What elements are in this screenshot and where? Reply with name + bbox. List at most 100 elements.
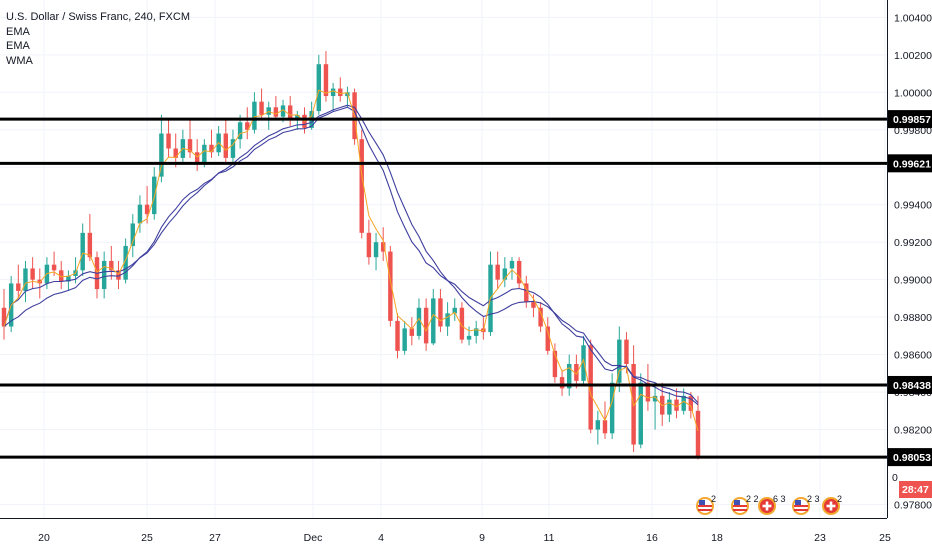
time-tick-label: 27 (209, 532, 221, 544)
countdown-tag (899, 481, 932, 498)
candle-body[interactable] (574, 363, 579, 381)
time-tick-label: 18 (711, 532, 723, 544)
candle-body[interactable] (552, 350, 558, 378)
candle-body[interactable] (287, 105, 293, 121)
candle-body[interactable] (395, 320, 400, 351)
candle-body[interactable] (373, 242, 379, 258)
candle-body[interactable] (1, 307, 7, 327)
candle-body[interactable] (245, 122, 250, 130)
candle-body[interactable] (402, 328, 407, 351)
candle-body[interactable] (323, 64, 329, 97)
candle-body[interactable] (423, 307, 429, 344)
price-tick-label: 0.98800 (894, 312, 932, 324)
flag-stripe (794, 509, 808, 511)
candle-body[interactable] (137, 204, 143, 224)
time-tick-label: 23 (814, 532, 826, 544)
candle-body[interactable] (59, 270, 64, 282)
candle-body[interactable] (624, 339, 629, 364)
candle-body[interactable] (581, 345, 586, 381)
candle-body[interactable] (452, 307, 457, 314)
candle-body[interactable] (588, 345, 593, 430)
candle-body[interactable] (280, 105, 286, 117)
candle-body[interactable] (516, 260, 522, 284)
candle-body[interactable] (209, 144, 214, 153)
price-tick-label: 1.00400 (894, 12, 932, 24)
candle-body[interactable] (431, 298, 436, 344)
candle-body[interactable] (166, 133, 171, 149)
candle-body[interactable] (130, 223, 136, 246)
level-price-tag-text: 0.98053 (893, 452, 931, 464)
candle-body[interactable] (380, 242, 386, 252)
candle-body[interactable] (695, 410, 701, 456)
candle-body[interactable] (194, 152, 200, 164)
level-price-tag-text: 0.98438 (893, 380, 931, 392)
candle-body[interactable] (259, 101, 264, 115)
candle-body[interactable] (502, 268, 508, 280)
candle-body[interactable] (366, 232, 372, 258)
candle-body[interactable] (252, 101, 257, 130)
candle-body[interactable] (545, 326, 550, 351)
candle-body[interactable] (638, 382, 643, 445)
candle-body[interactable] (87, 232, 93, 258)
candle-body[interactable] (524, 283, 529, 303)
candle-body[interactable] (116, 270, 121, 280)
candle-body[interactable] (617, 339, 622, 383)
candle-body[interactable] (316, 64, 322, 112)
candle-body[interactable] (23, 268, 28, 291)
candle-body[interactable] (667, 399, 672, 415)
candle-body[interactable] (37, 279, 42, 284)
candle-body[interactable] (16, 283, 21, 291)
candle-body[interactable] (674, 399, 679, 411)
price-tick-label: 0.99400 (894, 200, 932, 212)
event-count: 2 (711, 494, 716, 504)
chart-legend: U.S. Dollar / Swiss Franc, 240, FXCM EMA… (6, 10, 190, 68)
flag-stripe (698, 505, 712, 507)
candle-body[interactable] (388, 251, 393, 321)
candle-body[interactable] (123, 245, 128, 280)
candle-body[interactable] (273, 107, 279, 117)
candle-body[interactable] (416, 307, 422, 336)
candle-body[interactable] (538, 307, 543, 327)
candle-body[interactable] (173, 148, 178, 158)
candle-body[interactable] (438, 298, 443, 327)
candle-body[interactable] (566, 363, 572, 389)
candle-body[interactable] (338, 88, 343, 97)
candle-body[interactable] (473, 328, 479, 336)
symbol-title: U.S. Dollar / Swiss Franc, 240, FXCM (6, 11, 190, 23)
candle-body[interactable] (531, 302, 536, 308)
candle-body[interactable] (602, 420, 608, 434)
candle-body[interactable] (144, 204, 150, 215)
candle-body[interactable] (459, 307, 465, 340)
candle-body[interactable] (202, 144, 207, 164)
candle-body[interactable] (80, 232, 85, 271)
candle-body[interactable] (330, 88, 336, 97)
candle-body[interactable] (30, 268, 35, 280)
candle-body[interactable] (159, 133, 164, 177)
candle-body[interactable] (645, 382, 651, 402)
candle-body[interactable] (187, 139, 193, 153)
flag-stripe (733, 509, 747, 511)
candle-body[interactable] (652, 395, 658, 402)
candle-body[interactable] (409, 328, 415, 336)
candle-body[interactable] (359, 139, 364, 233)
candle-body[interactable] (230, 139, 236, 158)
time-tick-label: 4 (378, 532, 384, 544)
candle-body[interactable] (509, 260, 515, 269)
candle-body[interactable] (609, 382, 615, 434)
candle-body[interactable] (559, 377, 565, 389)
indicator-label-ema-1: EMA (6, 25, 30, 38)
candle-body[interactable] (237, 122, 243, 140)
candle-body[interactable] (51, 264, 57, 271)
candle-body[interactable] (66, 275, 71, 282)
candle-body[interactable] (109, 260, 114, 271)
candle-body[interactable] (466, 335, 472, 340)
candle-body[interactable] (445, 313, 450, 327)
candle-body[interactable] (495, 264, 500, 280)
candle-body[interactable] (595, 420, 601, 430)
candle-body[interactable] (681, 395, 686, 411)
candle-body[interactable] (101, 260, 107, 290)
candle-body[interactable] (223, 133, 229, 158)
candle-body[interactable] (688, 395, 694, 411)
